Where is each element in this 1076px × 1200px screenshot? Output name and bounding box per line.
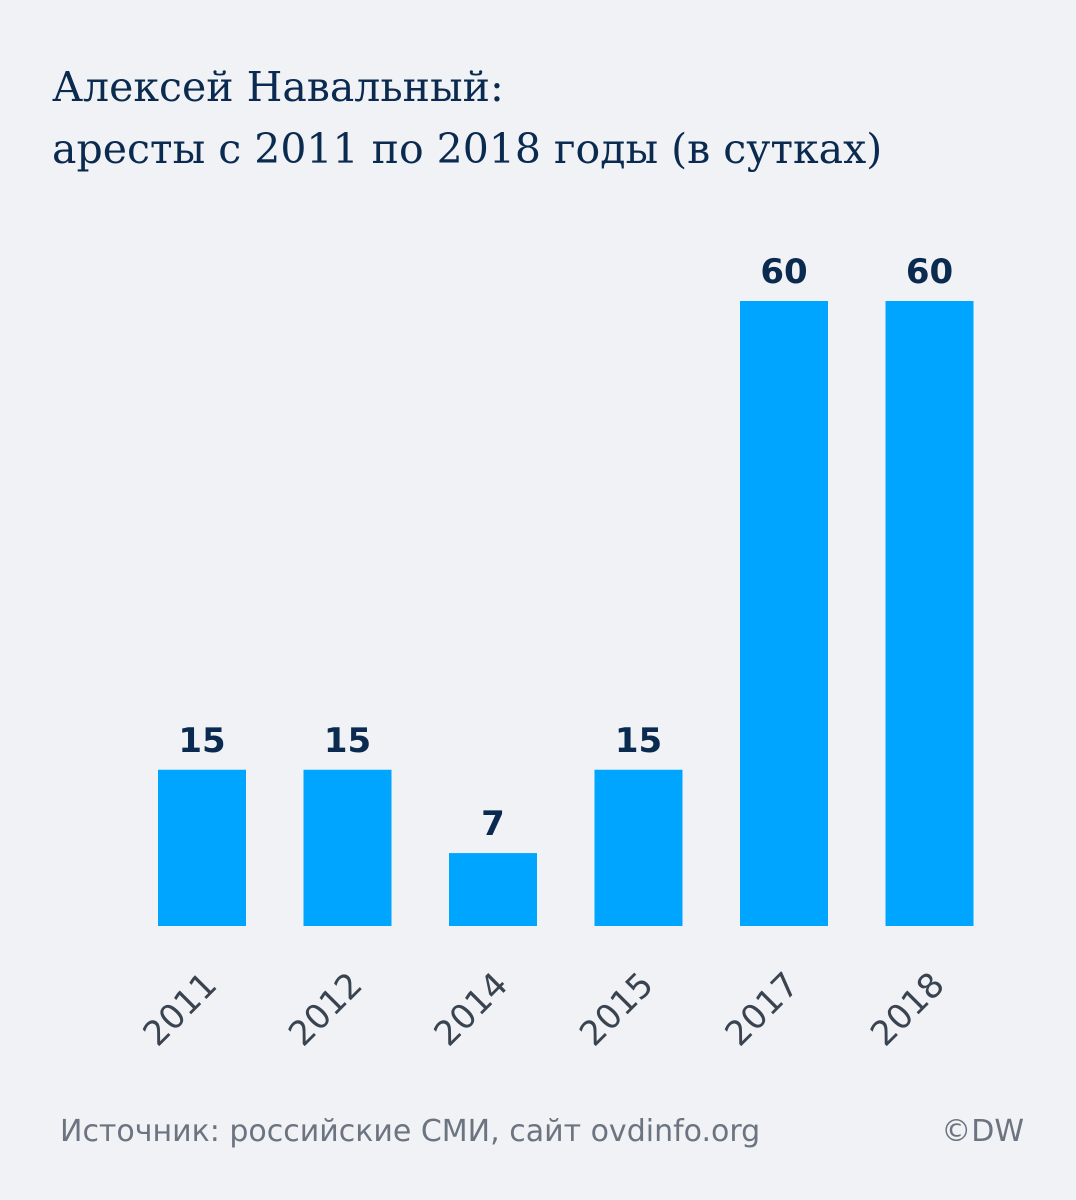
chart-title-line-2: аресты с 2011 по 2018 годы (в сутках) <box>52 125 883 173</box>
x-tick-label-2014: 2014 <box>427 965 516 1054</box>
source-note: Источник: российские СМИ, сайт ovdinfo.o… <box>60 1114 761 1149</box>
x-tick-label-2012: 2012 <box>281 965 370 1054</box>
value-label-2012: 15 <box>324 721 371 761</box>
value-label-2015: 15 <box>615 721 662 761</box>
chart-title: Алексей Навальный: аресты с 2011 по 2018… <box>52 56 1032 180</box>
value-label-2018: 60 <box>906 252 953 292</box>
x-tick-label-2017: 2017 <box>718 965 807 1054</box>
copyright-credit: ©DW <box>941 1114 1024 1149</box>
bar-2017 <box>740 301 828 926</box>
bar-2015 <box>594 769 683 926</box>
value-label-2014: 7 <box>481 804 505 844</box>
x-tick-label-2011: 2011 <box>136 965 225 1054</box>
chart-title-line-1: Алексей Навальный: <box>52 63 504 111</box>
x-tick-label-2018: 2018 <box>863 965 952 1054</box>
bar-2018 <box>885 301 974 926</box>
bar-2011 <box>158 769 246 926</box>
x-tick-label-2015: 2015 <box>572 965 661 1054</box>
footer: Источник: российские СМИ, сайт ovdinfo.o… <box>60 1114 1024 1149</box>
bar-2014 <box>449 853 537 926</box>
bar-chart: 15 2011 15 2012 7 2014 15 2015 60 2017 60 2018 <box>136 252 974 1054</box>
value-label-2011: 15 <box>178 721 225 761</box>
bar-2012 <box>303 769 392 926</box>
value-label-2017: 60 <box>760 252 807 292</box>
